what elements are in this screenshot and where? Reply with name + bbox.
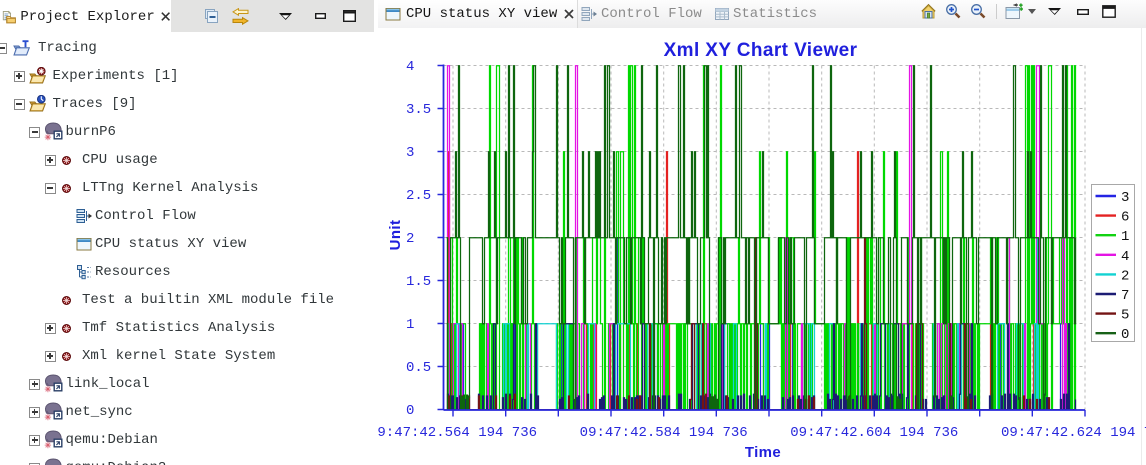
svg-text:4: 4 [406, 59, 414, 75]
svg-text:2.5: 2.5 [406, 188, 431, 204]
svg-text:Unit: Unit [387, 220, 404, 251]
svg-text:4: 4 [1121, 249, 1129, 265]
svg-text:3.5: 3.5 [406, 102, 431, 118]
svg-text:09:47:42.624 194 736: 09:47:42.624 194 736 [1001, 425, 1146, 441]
svg-text:1: 1 [1121, 229, 1129, 245]
svg-text:7: 7 [1121, 288, 1129, 304]
svg-text:09:47:42.584 194 736: 09:47:42.584 194 736 [580, 425, 748, 441]
svg-text:09:47:42.604 194 736: 09:47:42.604 194 736 [790, 425, 958, 441]
svg-text:09:47:42.564 194 736: 09:47:42.564 194 736 [378, 425, 537, 441]
svg-text:2: 2 [1121, 268, 1129, 284]
svg-text:Time: Time [745, 444, 781, 461]
svg-text:2: 2 [406, 231, 414, 247]
svg-text:0.5: 0.5 [406, 360, 431, 376]
svg-text:0: 0 [406, 403, 414, 419]
svg-text:3: 3 [1121, 190, 1129, 206]
svg-text:3: 3 [406, 145, 414, 161]
svg-text:Xml XY Chart Viewer: Xml XY Chart Viewer [664, 40, 858, 61]
svg-text:6: 6 [1121, 210, 1129, 226]
svg-text:0: 0 [1121, 327, 1129, 343]
svg-text:1: 1 [406, 317, 414, 333]
svg-text:5: 5 [1121, 308, 1129, 324]
svg-text:1.5: 1.5 [406, 274, 431, 290]
